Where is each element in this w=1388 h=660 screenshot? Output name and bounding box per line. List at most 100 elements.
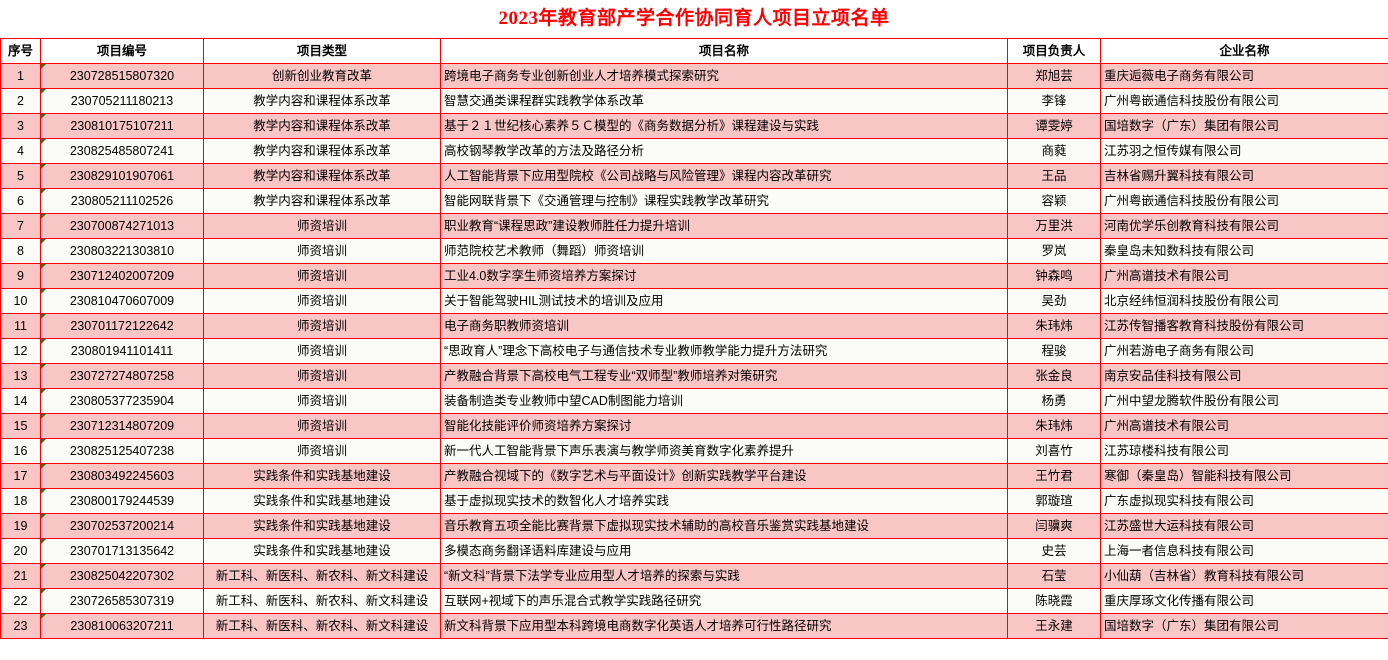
- cell-owner[interactable]: 商蕤: [1007, 138, 1101, 164]
- cell-type[interactable]: 实践条件和实践基地建设: [203, 513, 441, 539]
- cell-name[interactable]: “新文科”背景下法学专业应用型人才培养的探索与实践: [440, 563, 1008, 589]
- cell-seq[interactable]: 23: [0, 613, 41, 639]
- cell-owner[interactable]: 王品: [1007, 163, 1101, 189]
- cell-code[interactable]: 230712402007209: [40, 263, 204, 289]
- cell-seq[interactable]: 11: [0, 313, 41, 339]
- cell-code[interactable]: 230712314807209: [40, 413, 204, 439]
- cell-seq[interactable]: 8: [0, 238, 41, 264]
- cell-name[interactable]: 装备制造类专业教师中望CAD制图能力培训: [440, 388, 1008, 414]
- cell-seq[interactable]: 15: [0, 413, 41, 439]
- table-row[interactable]: 11 230701172122642 师资培训 电子商务职教师资培训 朱玮炜 江苏传智播客…: [0, 313, 1388, 339]
- cell-owner[interactable]: 杨勇: [1007, 388, 1101, 414]
- cell-company[interactable]: 江苏羽之恒传媒有限公司: [1100, 138, 1388, 164]
- column-header-code[interactable]: 项目编号: [40, 38, 204, 64]
- cell-owner[interactable]: 石莹: [1007, 563, 1101, 589]
- cell-code[interactable]: 230810470607009: [40, 288, 204, 314]
- cell-code[interactable]: 230810063207211: [40, 613, 204, 639]
- table-row[interactable]: 21 230825042207302 新工科、新医科、新农科、新文科建设 “新文科”背…: [0, 563, 1388, 589]
- cell-seq[interactable]: 4: [0, 138, 41, 164]
- cell-type[interactable]: 教学内容和课程体系改革: [203, 163, 441, 189]
- cell-owner[interactable]: 陈晓霞: [1007, 588, 1101, 614]
- cell-company[interactable]: 广州高谱技术有限公司: [1100, 263, 1388, 289]
- cell-company[interactable]: 江苏盛世大运科技有限公司: [1100, 513, 1388, 539]
- cell-owner[interactable]: 张金良: [1007, 363, 1101, 389]
- cell-name[interactable]: 电子商务职教师资培训: [440, 313, 1008, 339]
- cell-name[interactable]: 新文科背景下应用型本科跨境电商数字化英语人才培养可行性路径研究: [440, 613, 1008, 639]
- table-row[interactable]: 12 230801941101411 师资培训 “思政育人”理念下高校电子与通信技术专…: [0, 338, 1388, 364]
- cell-company[interactable]: 南京安品佳科技有限公司: [1100, 363, 1388, 389]
- cell-name[interactable]: 工业4.0数字孪生师资培养方案探讨: [440, 263, 1008, 289]
- cell-name[interactable]: 产教融合背景下高校电气工程专业“双师型”教师培养对策研究: [440, 363, 1008, 389]
- table-row[interactable]: 2 230705211180213 教学内容和课程体系改革 智慧交通类课程群实践教学体…: [0, 88, 1388, 114]
- cell-owner[interactable]: 郑旭芸: [1007, 63, 1101, 89]
- cell-type[interactable]: 师资培训: [203, 363, 441, 389]
- cell-company[interactable]: 广州中望龙腾软件股份有限公司: [1100, 388, 1388, 414]
- cell-code[interactable]: 230805377235904: [40, 388, 204, 414]
- cell-seq[interactable]: 2: [0, 88, 41, 114]
- cell-company[interactable]: 寒御（秦皇岛）智能科技有限公司: [1100, 463, 1388, 489]
- cell-type[interactable]: 新工科、新医科、新农科、新文科建设: [203, 588, 441, 614]
- table-row[interactable]: 13 230727274807258 师资培训 产教融合背景下高校电气工程专业“双师型…: [0, 363, 1388, 389]
- cell-owner[interactable]: 郭璇瑄: [1007, 488, 1101, 514]
- cell-company[interactable]: 国培数字（广东）集团有限公司: [1100, 113, 1388, 139]
- cell-code[interactable]: 230727274807258: [40, 363, 204, 389]
- cell-name[interactable]: 关于智能驾驶HIL测试技术的培训及应用: [440, 288, 1008, 314]
- cell-name[interactable]: 多模态商务翻译语料库建设与应用: [440, 538, 1008, 564]
- cell-code[interactable]: 230829101907061: [40, 163, 204, 189]
- cell-company[interactable]: 江苏传智播客教育科技股份有限公司: [1100, 313, 1388, 339]
- cell-company[interactable]: 上海一者信息科技有限公司: [1100, 538, 1388, 564]
- cell-type[interactable]: 师资培训: [203, 263, 441, 289]
- cell-company[interactable]: 吉林省赐升翼科技有限公司: [1100, 163, 1388, 189]
- cell-name[interactable]: 音乐教育五项全能比赛背景下虚拟现实技术辅助的高校音乐鉴赏实践基地建设: [440, 513, 1008, 539]
- cell-type[interactable]: 师资培训: [203, 338, 441, 364]
- cell-owner[interactable]: 闫骥爽: [1007, 513, 1101, 539]
- cell-code[interactable]: 230701172122642: [40, 313, 204, 339]
- cell-name[interactable]: 智能化技能评价师资培养方案探讨: [440, 413, 1008, 439]
- cell-seq[interactable]: 12: [0, 338, 41, 364]
- cell-owner[interactable]: 容颖: [1007, 188, 1101, 214]
- cell-company[interactable]: 北京经纬恒润科技股份有限公司: [1100, 288, 1388, 314]
- cell-owner[interactable]: 王永建: [1007, 613, 1101, 639]
- cell-seq[interactable]: 14: [0, 388, 41, 414]
- cell-code[interactable]: 230825042207302: [40, 563, 204, 589]
- cell-owner[interactable]: 朱玮炜: [1007, 313, 1101, 339]
- cell-owner[interactable]: 谭雯婷: [1007, 113, 1101, 139]
- cell-name[interactable]: 高校钢琴教学改革的方法及路径分析: [440, 138, 1008, 164]
- cell-type[interactable]: 师资培训: [203, 413, 441, 439]
- cell-name[interactable]: “思政育人”理念下高校电子与通信技术专业教师教学能力提升方法研究: [440, 338, 1008, 364]
- cell-name[interactable]: 基于２１世纪核心素养５Ｃ模型的《商务数据分析》课程建设与实践: [440, 113, 1008, 139]
- cell-company[interactable]: 重庆厚琢文化传播有限公司: [1100, 588, 1388, 614]
- cell-owner[interactable]: 钟森鸣: [1007, 263, 1101, 289]
- cell-code[interactable]: 230700874271013: [40, 213, 204, 239]
- cell-name[interactable]: 师范院校艺术教师（舞蹈）师资培训: [440, 238, 1008, 264]
- cell-type[interactable]: 新工科、新医科、新农科、新文科建设: [203, 563, 441, 589]
- cell-code[interactable]: 230810175107211: [40, 113, 204, 139]
- cell-owner[interactable]: 刘喜竹: [1007, 438, 1101, 464]
- cell-company[interactable]: 广东虚拟现实科技有限公司: [1100, 488, 1388, 514]
- cell-code[interactable]: 230800179244539: [40, 488, 204, 514]
- cell-code[interactable]: 230726585307319: [40, 588, 204, 614]
- cell-seq[interactable]: 5: [0, 163, 41, 189]
- cell-seq[interactable]: 1: [0, 63, 41, 89]
- cell-name[interactable]: 智慧交通类课程群实践教学体系改革: [440, 88, 1008, 114]
- column-header-type[interactable]: 项目类型: [203, 38, 441, 64]
- table-row[interactable]: 7 230700874271013 师资培训 职业教育“课程思政”建设教师胜任力提升培…: [0, 213, 1388, 239]
- cell-company[interactable]: 国培数字（广东）集团有限公司: [1100, 613, 1388, 639]
- cell-name[interactable]: 基于虚拟现实技术的数智化人才培养实践: [440, 488, 1008, 514]
- cell-code[interactable]: 230705211180213: [40, 88, 204, 114]
- column-header-name[interactable]: 项目名称: [440, 38, 1008, 64]
- cell-name[interactable]: 智能网联背景下《交通管理与控制》课程实践教学改革研究: [440, 188, 1008, 214]
- cell-type[interactable]: 师资培训: [203, 313, 441, 339]
- cell-owner[interactable]: 李锋: [1007, 88, 1101, 114]
- cell-seq[interactable]: 18: [0, 488, 41, 514]
- cell-code[interactable]: 230728515807320: [40, 63, 204, 89]
- table-row[interactable]: 1 230728515807320 创新创业教育改革 跨境电子商务专业创新创业人才培养…: [0, 63, 1388, 89]
- cell-owner[interactable]: 程骏: [1007, 338, 1101, 364]
- cell-seq[interactable]: 21: [0, 563, 41, 589]
- cell-name[interactable]: 互联网+视域下的声乐混合式教学实践路径研究: [440, 588, 1008, 614]
- cell-owner[interactable]: 吴劲: [1007, 288, 1101, 314]
- cell-code[interactable]: 230825125407238: [40, 438, 204, 464]
- table-row[interactable]: 15 230712314807209 师资培训 智能化技能评价师资培养方案探讨 朱玮炜广…: [0, 413, 1388, 439]
- cell-code[interactable]: 230803221303810: [40, 238, 204, 264]
- cell-company[interactable]: 小仙葫（吉林省）教育科技有限公司: [1100, 563, 1388, 589]
